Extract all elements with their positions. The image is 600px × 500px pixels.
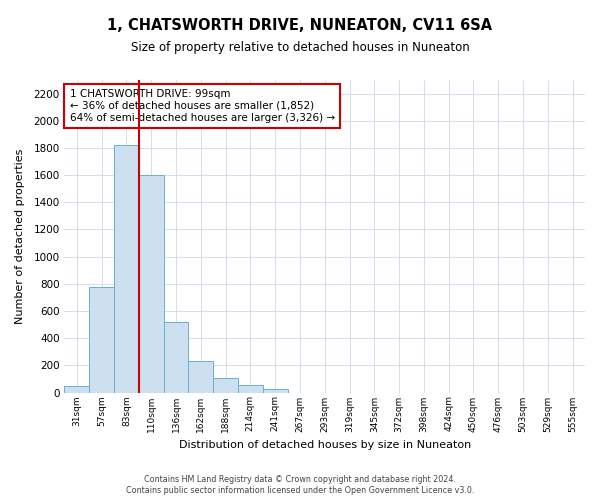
Text: Size of property relative to detached houses in Nuneaton: Size of property relative to detached ho… [131,41,469,54]
Bar [263,389,287,392]
Text: 1, CHATSWORTH DRIVE, NUNEATON, CV11 6SA: 1, CHATSWORTH DRIVE, NUNEATON, CV11 6SA [107,18,493,32]
Text: Contains HM Land Registry data © Crown copyright and database right 2024.: Contains HM Land Registry data © Crown c… [144,475,456,484]
Bar [238,385,263,392]
Bar [139,175,164,392]
X-axis label: Distribution of detached houses by size in Nuneaton: Distribution of detached houses by size … [179,440,471,450]
Bar [114,145,139,392]
Bar [64,386,89,392]
Bar [188,362,213,392]
Bar [164,322,188,392]
Text: 1 CHATSWORTH DRIVE: 99sqm
← 36% of detached houses are smaller (1,852)
64% of se: 1 CHATSWORTH DRIVE: 99sqm ← 36% of detac… [70,90,335,122]
Text: Contains public sector information licensed under the Open Government Licence v3: Contains public sector information licen… [126,486,474,495]
Bar [213,378,238,392]
Bar [89,287,114,393]
Y-axis label: Number of detached properties: Number of detached properties [15,148,25,324]
